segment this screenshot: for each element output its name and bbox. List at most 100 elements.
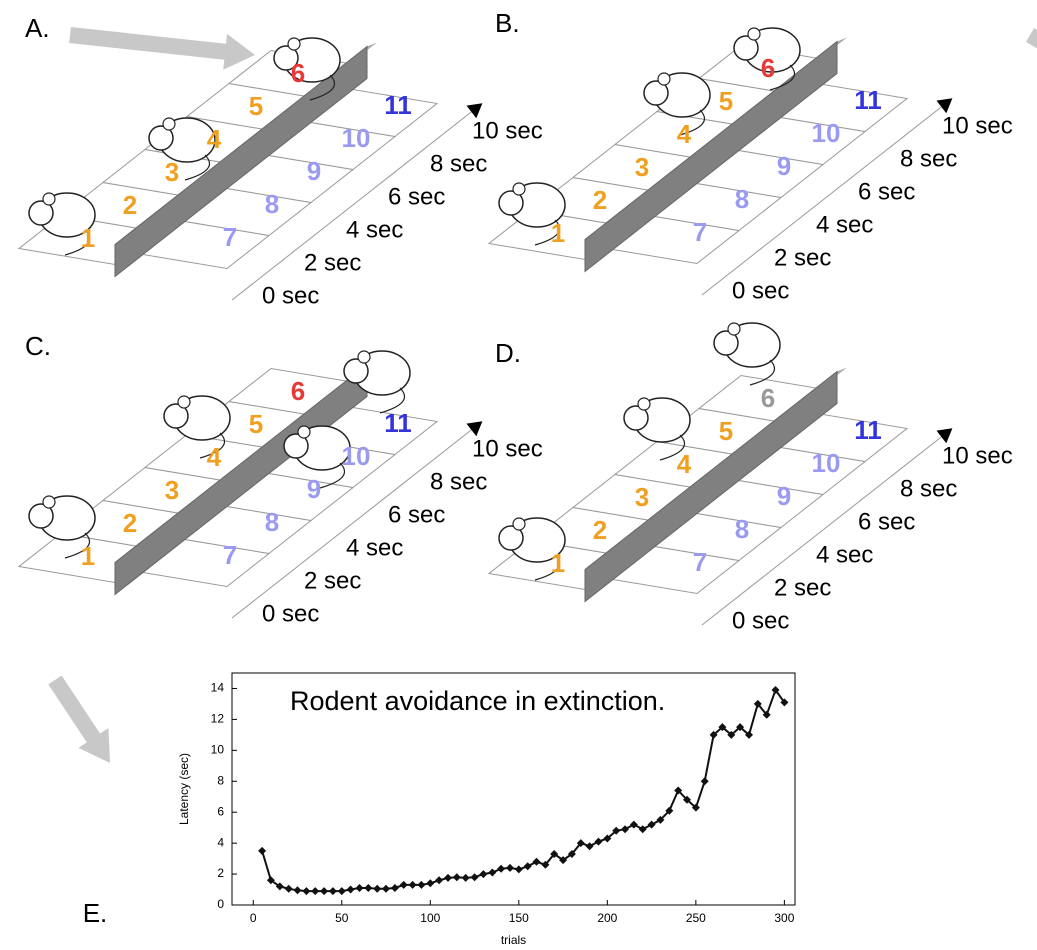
data-point	[700, 777, 709, 786]
data-point	[470, 873, 479, 882]
arrow-head	[466, 103, 483, 119]
cell-number: 11	[384, 408, 412, 438]
cell-number: 6	[761, 383, 775, 413]
data-point	[346, 885, 355, 894]
time-label: 6 sec	[388, 183, 445, 210]
arrow-head	[466, 421, 483, 437]
data-point	[683, 795, 691, 804]
time-label: 8 sec	[430, 150, 487, 177]
data-point	[762, 710, 771, 719]
data-point	[771, 686, 780, 694]
time-label: 10 sec	[472, 117, 543, 144]
data-point	[417, 880, 426, 889]
data-point	[665, 806, 674, 815]
y-tick-label: 2	[217, 866, 224, 880]
data-point	[452, 873, 461, 882]
cell-number: 11	[384, 90, 412, 120]
time-label: 0 sec	[262, 600, 319, 627]
mouse-tail	[769, 64, 795, 91]
data-point	[559, 856, 568, 865]
panel-label: B.	[495, 8, 520, 38]
cell-number: 1	[551, 218, 565, 248]
data-point	[656, 815, 665, 824]
time-label: 0 sec	[262, 282, 319, 309]
panel-label: D.	[495, 338, 521, 368]
cell-number: 7	[223, 222, 237, 252]
cell-number: 3	[165, 157, 179, 187]
data-point	[550, 850, 559, 858]
time-label: 6 sec	[858, 508, 915, 535]
mouse-head	[643, 80, 669, 106]
mouse-tail	[199, 432, 225, 459]
x-tick-label: 300	[774, 911, 794, 925]
data-point	[718, 723, 727, 732]
data-point	[603, 834, 612, 843]
plot-frame	[231, 672, 796, 906]
mouse-tail	[659, 434, 685, 461]
time-label: 6 sec	[858, 178, 915, 205]
cell-number: 7	[693, 217, 707, 247]
data-point	[585, 842, 594, 851]
data-point	[284, 884, 293, 893]
time-label: 8 sec	[900, 145, 957, 172]
time-label: 6 sec	[388, 501, 445, 528]
mouse-ear	[42, 495, 56, 509]
data-point	[576, 839, 585, 848]
cell-number: 4	[677, 449, 692, 479]
cell-number: 6	[761, 53, 775, 83]
arrow-head	[936, 98, 953, 114]
data-point	[567, 850, 576, 858]
y-tick-label: 12	[211, 712, 225, 726]
data-point	[709, 730, 718, 739]
data-point	[461, 873, 470, 882]
data-point	[727, 730, 736, 739]
data-point	[674, 786, 683, 795]
cell-number: 9	[777, 151, 791, 181]
y-tick-label: 4	[217, 835, 224, 849]
time-axis	[231, 111, 472, 301]
x-tick-label: 100	[420, 911, 440, 925]
data-point	[426, 879, 435, 888]
data-point	[293, 886, 302, 895]
mouse-ear	[727, 322, 741, 336]
mouse-tail	[309, 74, 335, 101]
mouse-ear	[162, 117, 176, 131]
cell-number: 6	[291, 58, 305, 88]
data-point	[337, 887, 346, 896]
cell-number: 8	[265, 507, 279, 537]
cell-number: 2	[593, 185, 607, 215]
data-point	[541, 860, 550, 869]
data-point	[514, 865, 523, 874]
mouse-head	[498, 190, 524, 216]
data-point	[691, 803, 700, 812]
data-point	[629, 820, 638, 829]
mouse-tail	[534, 219, 560, 246]
time-label: 2 sec	[774, 244, 831, 271]
data-point	[435, 876, 444, 885]
mouse-tail	[679, 109, 705, 136]
data-point	[382, 884, 390, 893]
data-point	[302, 887, 311, 896]
time-label: 4 sec	[816, 541, 873, 568]
panel-label: E.	[83, 898, 108, 928]
panel-label: A.	[25, 13, 50, 43]
x-tick-label: 150	[509, 911, 529, 925]
mouse-tail	[534, 554, 560, 581]
data-point	[364, 884, 373, 892]
time-label: 2 sec	[304, 249, 361, 276]
y-tick-label: 8	[217, 773, 224, 787]
x-tick-label: 200	[597, 911, 617, 925]
y-tick-label: 0	[217, 897, 224, 911]
data-point	[594, 837, 603, 846]
data-point	[373, 884, 382, 893]
data-point	[745, 730, 753, 739]
time-label: 4 sec	[346, 534, 403, 561]
cell-number: 11	[854, 85, 882, 115]
mouse-head	[148, 125, 174, 151]
y-axis-label: Latency (sec)	[177, 753, 191, 825]
cell-number: 9	[307, 474, 321, 504]
cell-number: 10	[812, 118, 841, 148]
